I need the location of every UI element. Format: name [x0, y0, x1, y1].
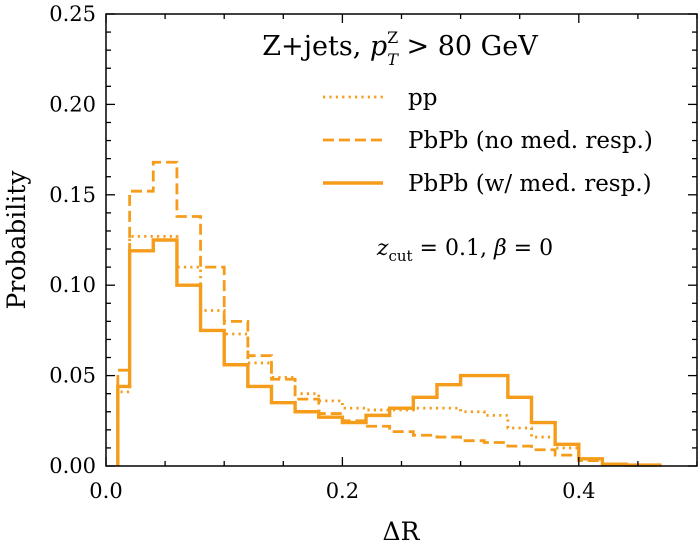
annotation-rest2: = 0	[507, 236, 553, 261]
legend-label: pp	[408, 85, 437, 111]
y-tick-label: 0.10	[49, 273, 96, 297]
series-line-1-dotted	[116, 234, 662, 467]
legend-label: PbPb (no med. resp.)	[408, 128, 653, 154]
annotation-sub-cut: cut	[388, 247, 412, 265]
series-line-3-solid	[116, 238, 662, 467]
title-suffix: > 80 GeV	[398, 31, 538, 62]
chart-title: Z+jets, pZ T > 80 GeV	[262, 28, 538, 69]
title-sub: T	[387, 50, 399, 69]
plot-frame	[105, 13, 698, 467]
annotation-symbol-z: z	[376, 236, 389, 261]
title-symbol: p	[370, 31, 387, 62]
y-tick-label: 0.05	[49, 364, 96, 388]
series-line-2-dashed	[116, 160, 662, 467]
x-axis-label: ΔR	[383, 517, 421, 546]
y-axis-label: Probability	[2, 170, 31, 310]
annotation-symbol-beta: β	[493, 236, 507, 261]
y-tick-label: 0.25	[49, 2, 96, 26]
x-tick-label: 0.4	[562, 479, 595, 503]
legend-label: PbPb (w/ med. resp.)	[408, 171, 652, 197]
y-tick-label: 0.20	[49, 92, 96, 116]
plot-series	[116, 160, 662, 467]
y-tick-label: 0.15	[49, 183, 96, 207]
x-tick-label: 0.0	[89, 479, 122, 503]
title-prefix: Z+jets,	[262, 31, 370, 62]
legend: pp PbPb (no med. resp.) PbPb (w/ med. resp…	[323, 85, 653, 197]
y-tick-label: 0.00	[49, 454, 96, 478]
x-ticks: 0.0 0.2 0.4	[89, 14, 698, 503]
annotation-rest: = 0.1,	[413, 236, 494, 261]
title-sup: Z	[387, 28, 398, 47]
y-ticks: 0.00 0.05 0.10 0.15 0.20 0.25	[49, 2, 697, 478]
x-tick-label: 0.2	[326, 479, 359, 503]
annotation: zcut = 0.1, β = 0	[376, 236, 553, 265]
